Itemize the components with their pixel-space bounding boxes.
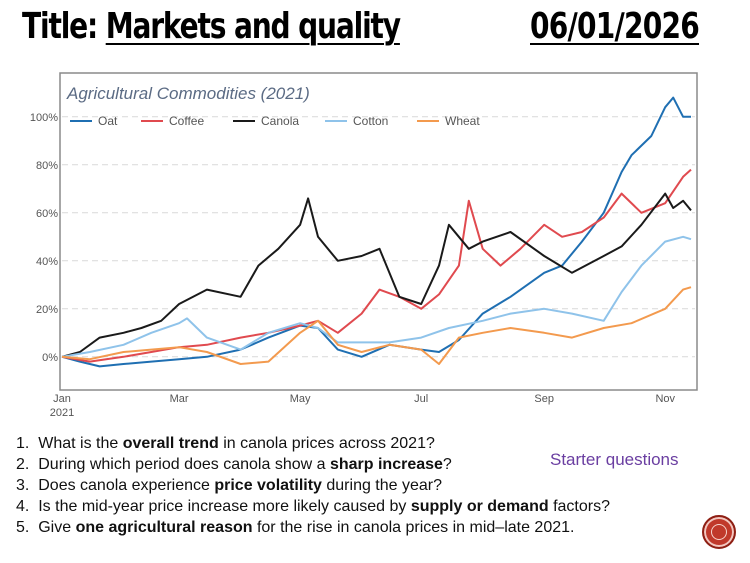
question-text: What is the: [38, 435, 123, 452]
title-prefix: Title:: [22, 6, 106, 47]
slide-title: Title: Markets and quality: [22, 6, 401, 47]
question-item: 2. During which period does canola show …: [16, 454, 610, 475]
slide-date: 06/01/2026: [530, 6, 700, 47]
x-tick-label: Sep: [534, 393, 554, 405]
question-text: Is the mid-year price increase more like…: [38, 498, 411, 515]
question-text: during the year?: [321, 477, 443, 494]
chart-frame: [59, 72, 698, 391]
question-item: 1. What is the overall trend in canola p…: [16, 433, 610, 454]
question-item: 4. Is the mid-year price increase more l…: [16, 496, 610, 517]
x-tick-label: May: [290, 393, 311, 405]
question-list: 1. What is the overall trend in canola p…: [16, 433, 610, 538]
x-tick-label: Jan: [53, 393, 71, 405]
commodities-chart: 0% 20% 40% 60% 80% 100% Jan 2021 Mar May Jul Sep Nov…: [30, 72, 698, 419]
series-line-coffee: [61, 168, 692, 363]
legend-label: Cotton: [353, 114, 388, 128]
series-line-cotton: [61, 235, 692, 358]
legend-label: Oat: [98, 114, 118, 128]
question-number: 2.: [16, 456, 39, 473]
question-text: Does canola experience: [38, 477, 215, 494]
series-line-canola: [61, 192, 692, 358]
x-tick-label: Mar: [170, 393, 189, 405]
question-number: 3.: [16, 477, 39, 494]
question-number: 5.: [16, 519, 39, 536]
question-keyword: sharp increase: [329, 456, 443, 473]
question-text: During which period does canola show a: [38, 456, 330, 473]
series-line-oat: [61, 96, 691, 368]
y-tick-label: 20%: [36, 304, 58, 316]
question-keyword: overall trend: [122, 435, 219, 452]
question-keyword: price volatility: [214, 477, 322, 494]
y-tick-label: 80%: [36, 160, 58, 172]
legend-label: Coffee: [169, 114, 204, 128]
series-line-wheat: [61, 286, 692, 365]
question-item: 5. Give one agricultural reason for the …: [16, 517, 610, 538]
legend-label: Wheat: [445, 114, 480, 128]
question-text: in canola prices across 2021?: [218, 435, 435, 452]
chart-title: Agricultural Commodities (2021): [66, 84, 310, 103]
question-item: 3. Does canola experience price volatili…: [16, 475, 610, 496]
starter-questions-label: Starter questions: [550, 450, 679, 469]
legend-label: Canola: [261, 114, 299, 128]
question-text: Give: [38, 519, 76, 536]
y-tick-label: 100%: [30, 112, 58, 124]
x-tick-label: Nov: [655, 393, 675, 405]
question-number: 4.: [16, 498, 39, 515]
question-text: for the rise in canola prices in mid–lat…: [252, 519, 575, 536]
question-text: factors?: [548, 498, 610, 515]
y-tick-label: 60%: [36, 208, 58, 220]
circle-button-icon[interactable]: [702, 515, 736, 549]
y-tick-label: 0%: [42, 352, 58, 364]
title-topic: Markets and quality: [105, 6, 401, 47]
x-tick-sublabel: 2021: [50, 407, 74, 419]
y-tick-label: 40%: [36, 256, 58, 268]
question-text: ?: [442, 456, 452, 473]
question-keyword: supply or demand: [410, 498, 549, 515]
question-keyword: one agricultural reason: [75, 519, 253, 536]
question-number: 1.: [16, 435, 39, 452]
x-tick-label: Jul: [414, 393, 428, 405]
